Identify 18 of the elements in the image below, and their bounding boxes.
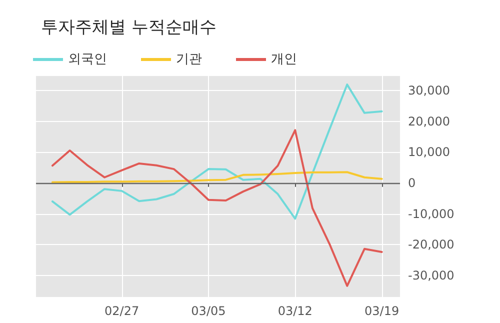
y-tick-label: 20,000: [408, 114, 450, 128]
legend-label: 외국인: [68, 52, 107, 67]
y-tick-label: 30,000: [408, 83, 450, 98]
y-tick-label: 0: [408, 176, 416, 190]
chart-title: 투자주체별 누적순매수: [41, 18, 216, 38]
y-tick-label: 10,000: [408, 145, 450, 160]
x-tick-label: 03/12: [278, 304, 312, 318]
legend-label: 개인: [271, 52, 297, 67]
line-series: [51, 171, 383, 184]
x-tick-label: 03/05: [191, 304, 226, 318]
y-tick-label: -30,000: [408, 268, 454, 282]
y-tick-label: -10,000: [408, 206, 454, 221]
line-series: [51, 129, 383, 287]
y-tick-label: -20,000: [408, 238, 454, 252]
legend-label: 기관: [176, 52, 202, 67]
x-tick-label: 03/19: [364, 304, 400, 318]
x-tick-label: 02/27: [104, 304, 140, 318]
line-series: [51, 84, 383, 220]
